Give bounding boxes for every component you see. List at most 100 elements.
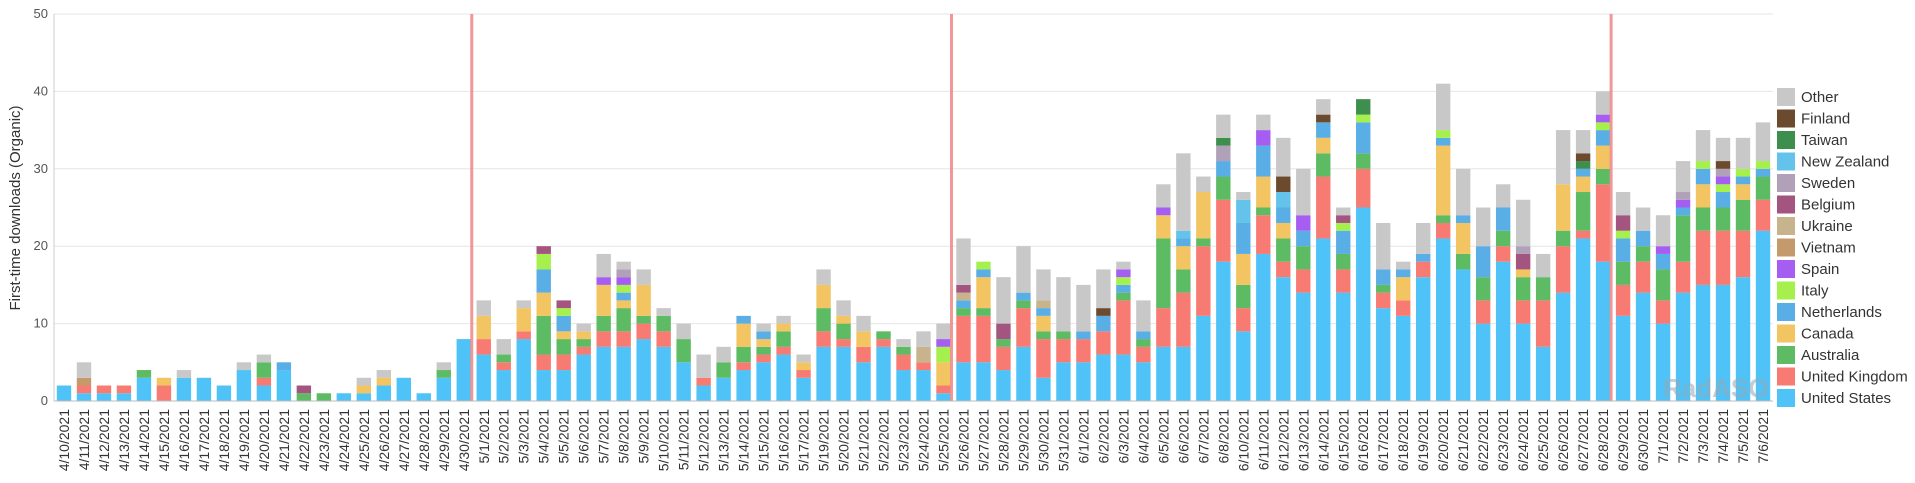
bar-segment[interactable] — [1236, 192, 1251, 200]
bar-segment[interactable] — [596, 253, 611, 278]
bar-segment[interactable] — [1036, 315, 1051, 332]
bar-segment[interactable] — [596, 346, 611, 401]
bar-segment[interactable] — [636, 315, 651, 324]
bar-segment[interactable] — [1715, 207, 1731, 231]
bar-segment[interactable] — [1735, 199, 1751, 231]
bar-segment[interactable] — [1755, 176, 1771, 200]
bar-segment[interactable] — [1116, 277, 1131, 285]
bar-segment[interactable] — [1555, 184, 1571, 231]
bar-segment[interactable] — [1036, 331, 1051, 340]
bar-segment[interactable] — [616, 300, 631, 309]
bar-segment[interactable] — [876, 346, 891, 401]
bar-segment[interactable] — [996, 277, 1011, 324]
bar-segment[interactable] — [736, 315, 751, 324]
bar-segment[interactable] — [1096, 308, 1111, 316]
bar-segment[interactable] — [1595, 261, 1611, 401]
bar-segment[interactable] — [1555, 130, 1571, 185]
bar-segment[interactable] — [936, 323, 951, 340]
bar-segment[interactable] — [756, 346, 771, 355]
bar-segment[interactable] — [1396, 277, 1411, 301]
bar-segment[interactable] — [1655, 323, 1671, 401]
bar-segment[interactable] — [636, 269, 651, 285]
bar-segment[interactable] — [896, 354, 911, 371]
bar-segment[interactable] — [1515, 269, 1531, 278]
bar-segment[interactable] — [776, 315, 791, 324]
bar-segment[interactable] — [1016, 300, 1031, 309]
bar-segment[interactable] — [276, 362, 292, 371]
bar-segment[interactable] — [636, 339, 651, 401]
bar-segment[interactable] — [1136, 300, 1151, 332]
bar-segment[interactable] — [616, 284, 631, 293]
bar-segment[interactable] — [856, 346, 871, 363]
bar-segment[interactable] — [256, 362, 272, 378]
bar-segment[interactable] — [1695, 284, 1711, 401]
bar-segment[interactable] — [1495, 184, 1511, 208]
bar-segment[interactable] — [1416, 253, 1431, 262]
bar-segment[interactable] — [1016, 246, 1031, 293]
bar-segment[interactable] — [696, 354, 711, 378]
bar-segment[interactable] — [856, 331, 871, 347]
bar-segment[interactable] — [1176, 238, 1191, 247]
bar-segment[interactable] — [616, 331, 631, 347]
bar-segment[interactable] — [356, 377, 372, 386]
bar-segment[interactable] — [1156, 215, 1171, 239]
bar-segment[interactable] — [556, 354, 571, 371]
bar-segment[interactable] — [1635, 230, 1651, 247]
bar-segment[interactable] — [1196, 315, 1211, 401]
bar-segment[interactable] — [1176, 246, 1191, 270]
bar-segment[interactable] — [616, 292, 631, 301]
bar-segment[interactable] — [1276, 238, 1291, 262]
bar-segment[interactable] — [1595, 184, 1611, 262]
bar-segment[interactable] — [1495, 261, 1511, 401]
bar-segment[interactable] — [476, 315, 491, 340]
bar-segment[interactable] — [996, 346, 1011, 371]
bar-segment[interactable] — [1096, 269, 1111, 309]
bar-segment[interactable] — [1575, 130, 1591, 154]
bar-segment[interactable] — [1136, 346, 1151, 363]
bar-segment[interactable] — [1256, 176, 1271, 208]
bar-segment[interactable] — [816, 331, 831, 347]
bar-segment[interactable] — [616, 346, 631, 401]
bar-segment[interactable] — [1535, 277, 1551, 301]
bar-segment[interactable] — [1056, 277, 1071, 332]
bar-segment[interactable] — [1216, 161, 1231, 177]
bar-segment[interactable] — [656, 346, 671, 401]
bar-segment[interactable] — [356, 385, 372, 394]
bar-segment[interactable] — [1555, 230, 1571, 247]
bar-segment[interactable] — [936, 346, 951, 363]
bar-segment[interactable] — [1296, 230, 1311, 247]
bar-segment[interactable] — [1655, 215, 1671, 247]
bar-segment[interactable] — [1416, 222, 1431, 254]
bar-segment[interactable] — [1495, 246, 1511, 262]
bar-segment[interactable] — [1276, 277, 1291, 401]
bar-segment[interactable] — [1755, 230, 1771, 401]
bar-segment[interactable] — [556, 370, 571, 401]
bar-segment[interactable] — [756, 339, 771, 347]
bar-segment[interactable] — [1336, 222, 1351, 231]
bar-segment[interactable] — [1116, 261, 1131, 270]
bar-segment[interactable] — [596, 277, 611, 285]
bar-segment[interactable] — [76, 362, 92, 378]
bar-segment[interactable] — [1575, 153, 1591, 162]
bar-segment[interactable] — [956, 292, 971, 301]
legend-item[interactable]: Vietnam — [1777, 238, 1856, 257]
bar-segment[interactable] — [1455, 168, 1471, 216]
bar-segment[interactable] — [176, 377, 192, 401]
bar-segment[interactable] — [1455, 269, 1471, 401]
bar-segment[interactable] — [996, 339, 1011, 347]
bar-segment[interactable] — [1036, 308, 1051, 316]
legend-item[interactable]: Italy — [1777, 281, 1829, 300]
legend-item[interactable]: Belgium — [1777, 195, 1855, 214]
bar-segment[interactable] — [456, 339, 471, 401]
bar-segment[interactable] — [796, 362, 811, 371]
bar-segment[interactable] — [1356, 99, 1371, 115]
bar-segment[interactable] — [1515, 199, 1531, 247]
bar-segment[interactable] — [236, 362, 252, 371]
bar-segment[interactable] — [976, 362, 991, 401]
bar-segment[interactable] — [156, 377, 172, 386]
bar-segment[interactable] — [1535, 253, 1551, 278]
bar-segment[interactable] — [1356, 153, 1371, 169]
bar-segment[interactable] — [536, 253, 551, 270]
bar-segment[interactable] — [1336, 292, 1351, 401]
bar-segment[interactable] — [936, 339, 951, 347]
